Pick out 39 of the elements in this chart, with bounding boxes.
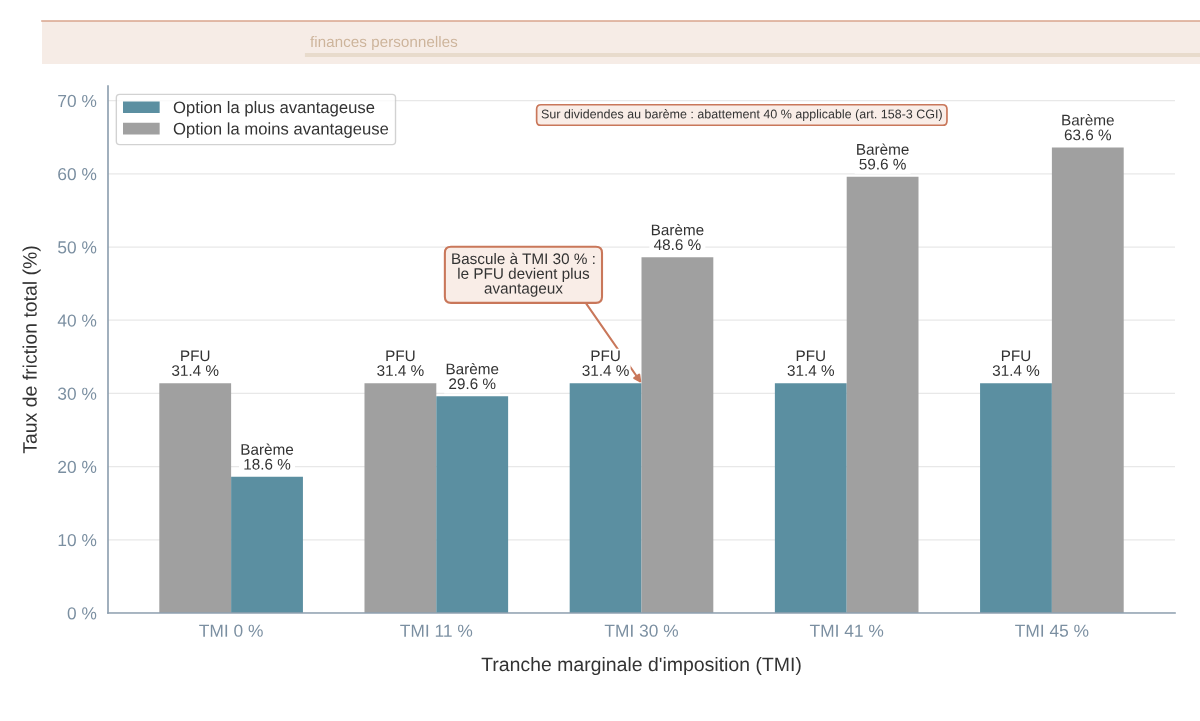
annotation: Bascule à TMI 30 % : le PFU devient plus avantageux [452, 252, 595, 297]
data-label: Barème 29.6 % [446, 362, 499, 390]
legend-label: Option la moins avantageuse [173, 122, 389, 138]
bar [1051, 147, 1124, 613]
y-tick-label: 0 % [67, 607, 97, 620]
x-tick-label: TMI 0 % [199, 624, 263, 637]
annotation: Sur dividendes au barème : abattement 40 % applicable (art. 158-3 CGI) [541, 109, 942, 121]
bar [364, 383, 437, 613]
data-label: PFU 31.4 % [172, 350, 219, 376]
legend-label: Option la plus avantageuse [173, 101, 375, 117]
x-tick-label: TMI 11 % [400, 624, 473, 637]
bar [846, 176, 919, 613]
y-tick-label: 20 % [58, 460, 97, 474]
data-label: PFU 31.4 % [992, 350, 1040, 376]
y-tick-label: 60 % [58, 168, 97, 181]
y-tick-label: 50 % [58, 241, 97, 254]
bar [231, 476, 303, 613]
y-tick-label: 70 % [58, 94, 97, 108]
y-axis-title: Taux de friction total (%) [22, 246, 41, 454]
x-tick-label: TMI 30 % [604, 624, 679, 637]
bar [641, 257, 714, 613]
chart-subtitle: finances personnelles [310, 35, 458, 51]
y-tick-label: 10 % [58, 533, 97, 547]
data-label: Barème 63.6 % [1062, 114, 1114, 141]
data-label: Barème 48.6 % [651, 223, 704, 251]
x-tick-label: TMI 45 % [1015, 624, 1089, 637]
x-tick-label: TMI 41 % [809, 624, 884, 637]
data-label: PFU 31.4 % [582, 350, 629, 376]
data-label: PFU 31.4 % [787, 350, 835, 376]
bar [980, 383, 1052, 613]
bar [774, 383, 847, 613]
y-tick-label: 40 % [57, 314, 97, 327]
x-axis-title: Tranche marginale d'imposition (TMI) [481, 656, 801, 676]
data-label: Barème 18.6 % [241, 443, 294, 470]
data-label: PFU 31.4 % [377, 350, 424, 376]
data-label: Barème 59.6 % [857, 143, 909, 170]
y-tick-label: 30 % [57, 387, 97, 400]
bar [159, 383, 232, 613]
bar [569, 383, 642, 613]
